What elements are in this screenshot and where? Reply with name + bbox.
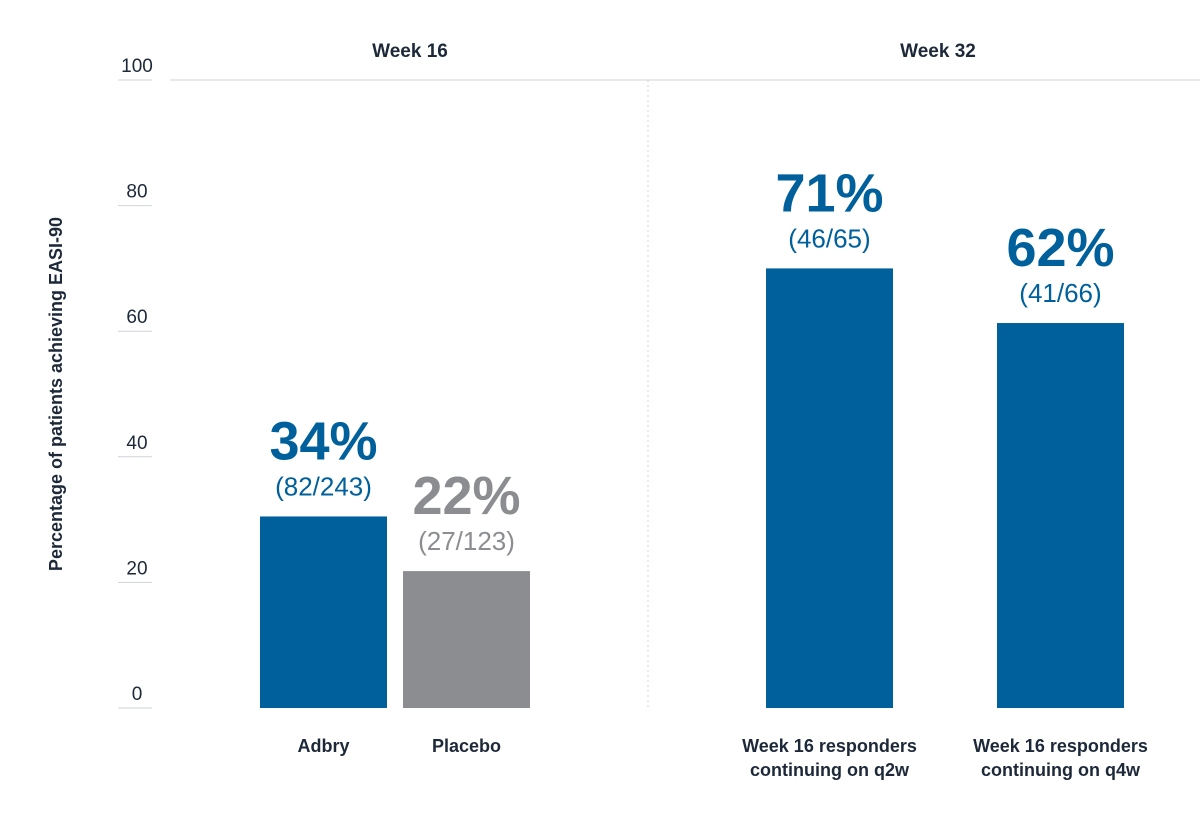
y-tick-label: 60: [126, 307, 147, 328]
bar-labels: 34%(82/243) 22%(27/123) 71%(46/65) 62%(41/6…: [269, 163, 1114, 556]
y-axis: 0 20 40 60 80 100 Percentage of patients achie…: [46, 56, 1200, 709]
bar: [766, 268, 893, 708]
bar-value-label: 62%: [1006, 218, 1114, 278]
group-titles: Week 16 Week 32: [372, 41, 976, 62]
category-label-line: continuing on q2w: [750, 760, 910, 780]
category-label: Adbry: [297, 736, 349, 756]
group-title: Week 32: [900, 41, 976, 62]
category-label-line: Week 16 responders: [973, 736, 1148, 756]
y-axis-label: Percentage of patients achieving EASI-90: [46, 217, 66, 571]
y-tick-label: 80: [126, 182, 147, 203]
category-label-line: continuing on q4w: [981, 760, 1141, 780]
category-label: Week 16 responders continuing on q4w: [973, 736, 1148, 780]
category-label-line: Placebo: [432, 736, 501, 756]
bar: [260, 516, 387, 708]
category-label: Week 16 responders continuing on q2w: [742, 736, 917, 780]
bars: [260, 268, 1124, 708]
group-title: Week 16: [372, 41, 448, 62]
y-tick-label: 20: [126, 558, 147, 579]
bar-count-label: (46/65): [788, 223, 870, 253]
bar-value-label: 22%: [412, 466, 520, 526]
bar-count-label: (82/243): [275, 471, 372, 501]
y-tick-label: 100: [121, 56, 153, 77]
bar-count-label: (27/123): [418, 526, 515, 556]
bar-value-label: 71%: [775, 163, 883, 223]
bar: [997, 323, 1124, 708]
bar: [403, 571, 530, 708]
bar-count-label: (41/66): [1019, 278, 1101, 308]
category-labels: Adbry Placebo Week 16 responders continuing…: [297, 736, 1147, 780]
category-label: Placebo: [432, 736, 501, 756]
bar-value-label: 34%: [269, 411, 377, 471]
y-tick-label: 0: [132, 684, 143, 705]
category-label-line: Week 16 responders: [742, 736, 917, 756]
y-tick-label: 40: [126, 433, 147, 454]
category-label-line: Adbry: [297, 736, 349, 756]
